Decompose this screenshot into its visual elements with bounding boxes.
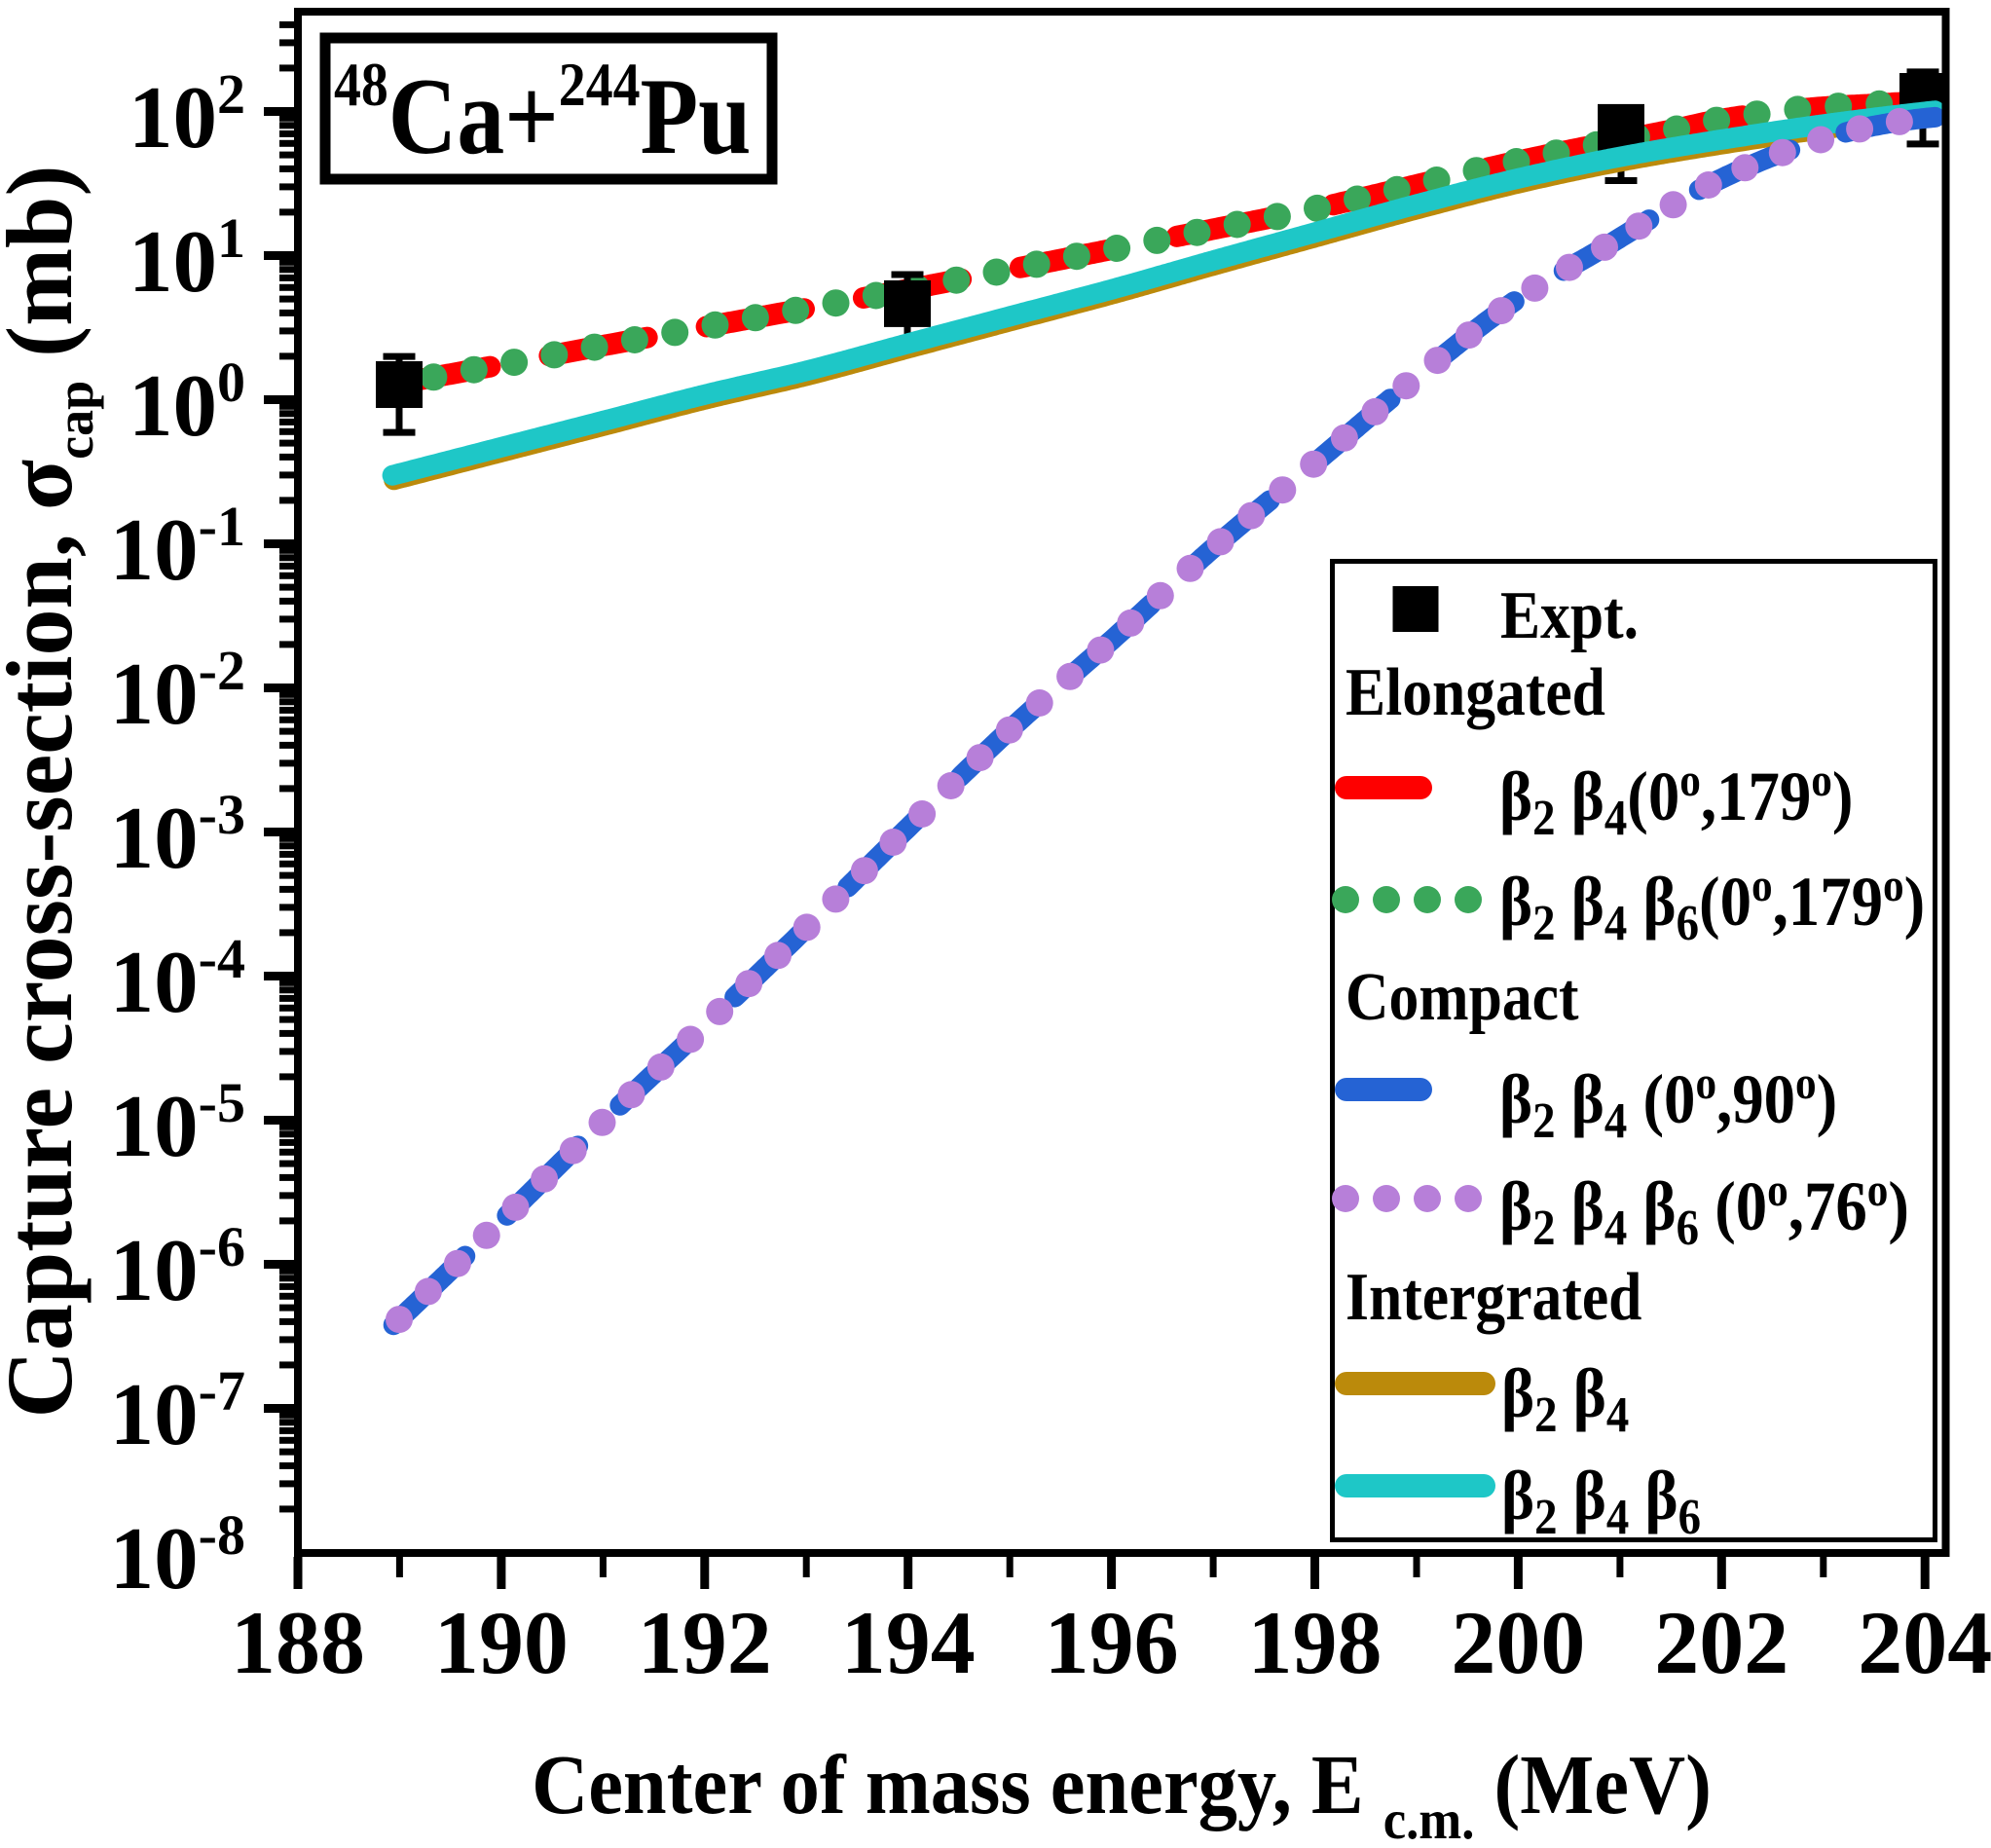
svg-text:Capture cross-section, σcap (m: Capture cross-section, σcap (mb) xyxy=(0,166,104,1419)
svg-text:48Ca+244Pu: 48Ca+244Pu xyxy=(334,49,751,176)
svg-text:Elongated: Elongated xyxy=(1346,654,1605,730)
svg-text:10-7: 10-7 xyxy=(110,1359,245,1463)
svg-text:204: 204 xyxy=(1858,1593,1991,1692)
svg-text:200: 200 xyxy=(1451,1593,1585,1692)
svg-text:Intergrated: Intergrated xyxy=(1346,1259,1641,1335)
svg-text:β2 β4(0o,179o): β2 β4(0o,179o) xyxy=(1499,754,1853,846)
svg-text:β2 β4 β6 (0o,76o): β2 β4 β6 (0o,76o) xyxy=(1499,1164,1909,1256)
svg-text:196: 196 xyxy=(1045,1593,1179,1692)
svg-text:188: 188 xyxy=(231,1593,365,1692)
svg-text:10-5: 10-5 xyxy=(110,1071,245,1175)
svg-text:Expt.: Expt. xyxy=(1500,577,1639,653)
svg-text:Center of mass energy, E c.m.: Center of mass energy, E c.m. (MeV) xyxy=(532,1738,1712,1843)
svg-text:192: 192 xyxy=(638,1593,772,1692)
svg-text:10-1: 10-1 xyxy=(110,495,245,599)
svg-text:β2 β4: β2 β4 xyxy=(1501,1354,1629,1443)
svg-text:β2 β4 β6(0o,179o): β2 β4 β6(0o,179o) xyxy=(1499,859,1925,951)
svg-text:198: 198 xyxy=(1248,1593,1383,1692)
svg-text:190: 190 xyxy=(434,1593,569,1692)
svg-text:194: 194 xyxy=(841,1593,976,1692)
svg-text:β2 β4 (0o,90o): β2 β4 (0o,90o) xyxy=(1499,1056,1837,1149)
svg-text:β2 β4 β6: β2 β4 β6 xyxy=(1501,1457,1701,1545)
svg-text:Compact: Compact xyxy=(1346,959,1579,1035)
svg-text:202: 202 xyxy=(1654,1593,1788,1692)
